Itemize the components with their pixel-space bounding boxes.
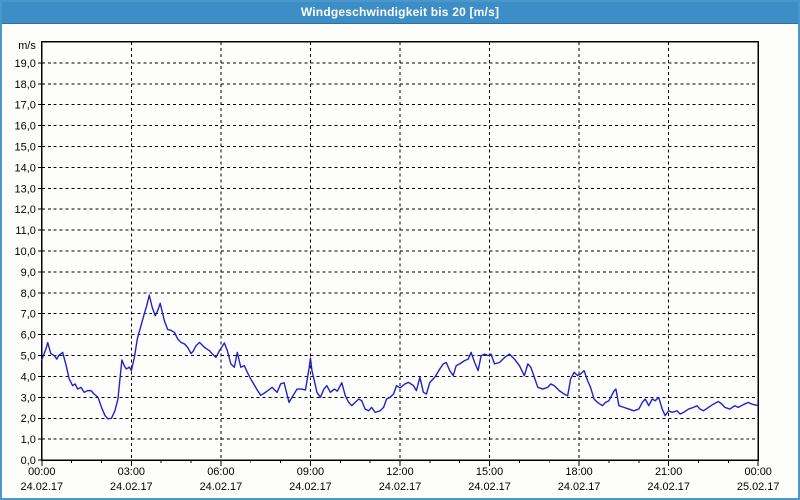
svg-text:21:00: 21:00 [655, 466, 682, 478]
svg-text:12:00: 12:00 [386, 466, 413, 478]
svg-text:10,0: 10,0 [15, 246, 36, 258]
svg-text:16,0: 16,0 [15, 121, 36, 133]
svg-text:5,0: 5,0 [21, 351, 36, 363]
svg-text:2,0: 2,0 [21, 413, 36, 425]
svg-text:11,0: 11,0 [15, 225, 35, 237]
svg-text:03:00: 03:00 [118, 466, 145, 478]
svg-text:15:00: 15:00 [476, 466, 503, 478]
horizontal-gridlines [41, 62, 759, 440]
svg-text:24.02.17: 24.02.17 [289, 481, 332, 493]
svg-text:24.02.17: 24.02.17 [647, 481, 690, 493]
x-axis-date-labels: 24.02.17 24.02.17 24.02.17 24.02.17 24.02.17… [21, 481, 780, 493]
svg-text:00:00: 00:00 [745, 466, 772, 478]
plot-border [41, 41, 759, 461]
svg-text:4,0: 4,0 [21, 371, 36, 383]
y-axis-unit-label: m/s [18, 40, 36, 52]
svg-text:1,0: 1,0 [21, 434, 36, 446]
x-axis-ticks [41, 460, 759, 467]
svg-text:12,0: 12,0 [15, 204, 36, 216]
svg-text:24.02.17: 24.02.17 [558, 481, 601, 493]
svg-text:24.02.17: 24.02.17 [200, 481, 243, 493]
svg-text:7,0: 7,0 [21, 309, 36, 321]
window-title: Windgeschwindigkeit bis 20 [m/s] [300, 4, 500, 19]
x-axis-time-labels: 00:00 03:00 06:00 09:00 12:00 15:00 18:00 21:00… [28, 466, 772, 478]
svg-text:0,0: 0,0 [21, 455, 36, 467]
svg-text:8,0: 8,0 [21, 288, 36, 300]
svg-text:09:00: 09:00 [297, 466, 324, 478]
svg-text:6,0: 6,0 [21, 330, 36, 342]
wind-speed-chart-canvas: 0,0 1,0 2,0 3,0 4,0 5,0 6,0 7,0 8,0 9,0 10,0 11,0 12… [15, 40, 780, 493]
svg-text:9,0: 9,0 [21, 267, 36, 279]
svg-text:3,0: 3,0 [21, 392, 36, 404]
svg-text:25.02.17: 25.02.17 [737, 481, 780, 493]
svg-text:24.02.17: 24.02.17 [110, 481, 153, 493]
svg-text:24.02.17: 24.02.17 [468, 481, 511, 493]
y-axis-labels: 0,0 1,0 2,0 3,0 4,0 5,0 6,0 7,0 8,0 9,0 10,0 11,0 12… [15, 58, 36, 467]
svg-text:24.02.17: 24.02.17 [21, 481, 64, 493]
wind-speed-line [41, 294, 759, 420]
wind-speed-chart: 0,0 1,0 2,0 3,0 4,0 5,0 6,0 7,0 8,0 9,0 10,0 11,0 12… [2, 24, 798, 498]
svg-text:00:00: 00:00 [28, 466, 55, 478]
svg-text:17,0: 17,0 [15, 100, 36, 112]
svg-text:19,0: 19,0 [15, 58, 36, 70]
svg-text:18:00: 18:00 [565, 466, 592, 478]
svg-text:15,0: 15,0 [15, 141, 36, 153]
svg-text:06:00: 06:00 [207, 466, 234, 478]
vertical-gridlines [130, 41, 670, 461]
svg-text:14,0: 14,0 [15, 162, 36, 174]
svg-text:24.02.17: 24.02.17 [379, 481, 422, 493]
svg-text:18,0: 18,0 [15, 79, 36, 91]
svg-text:13,0: 13,0 [15, 183, 36, 195]
window-title-bar[interactable]: Windgeschwindigkeit bis 20 [m/s] [2, 2, 798, 24]
